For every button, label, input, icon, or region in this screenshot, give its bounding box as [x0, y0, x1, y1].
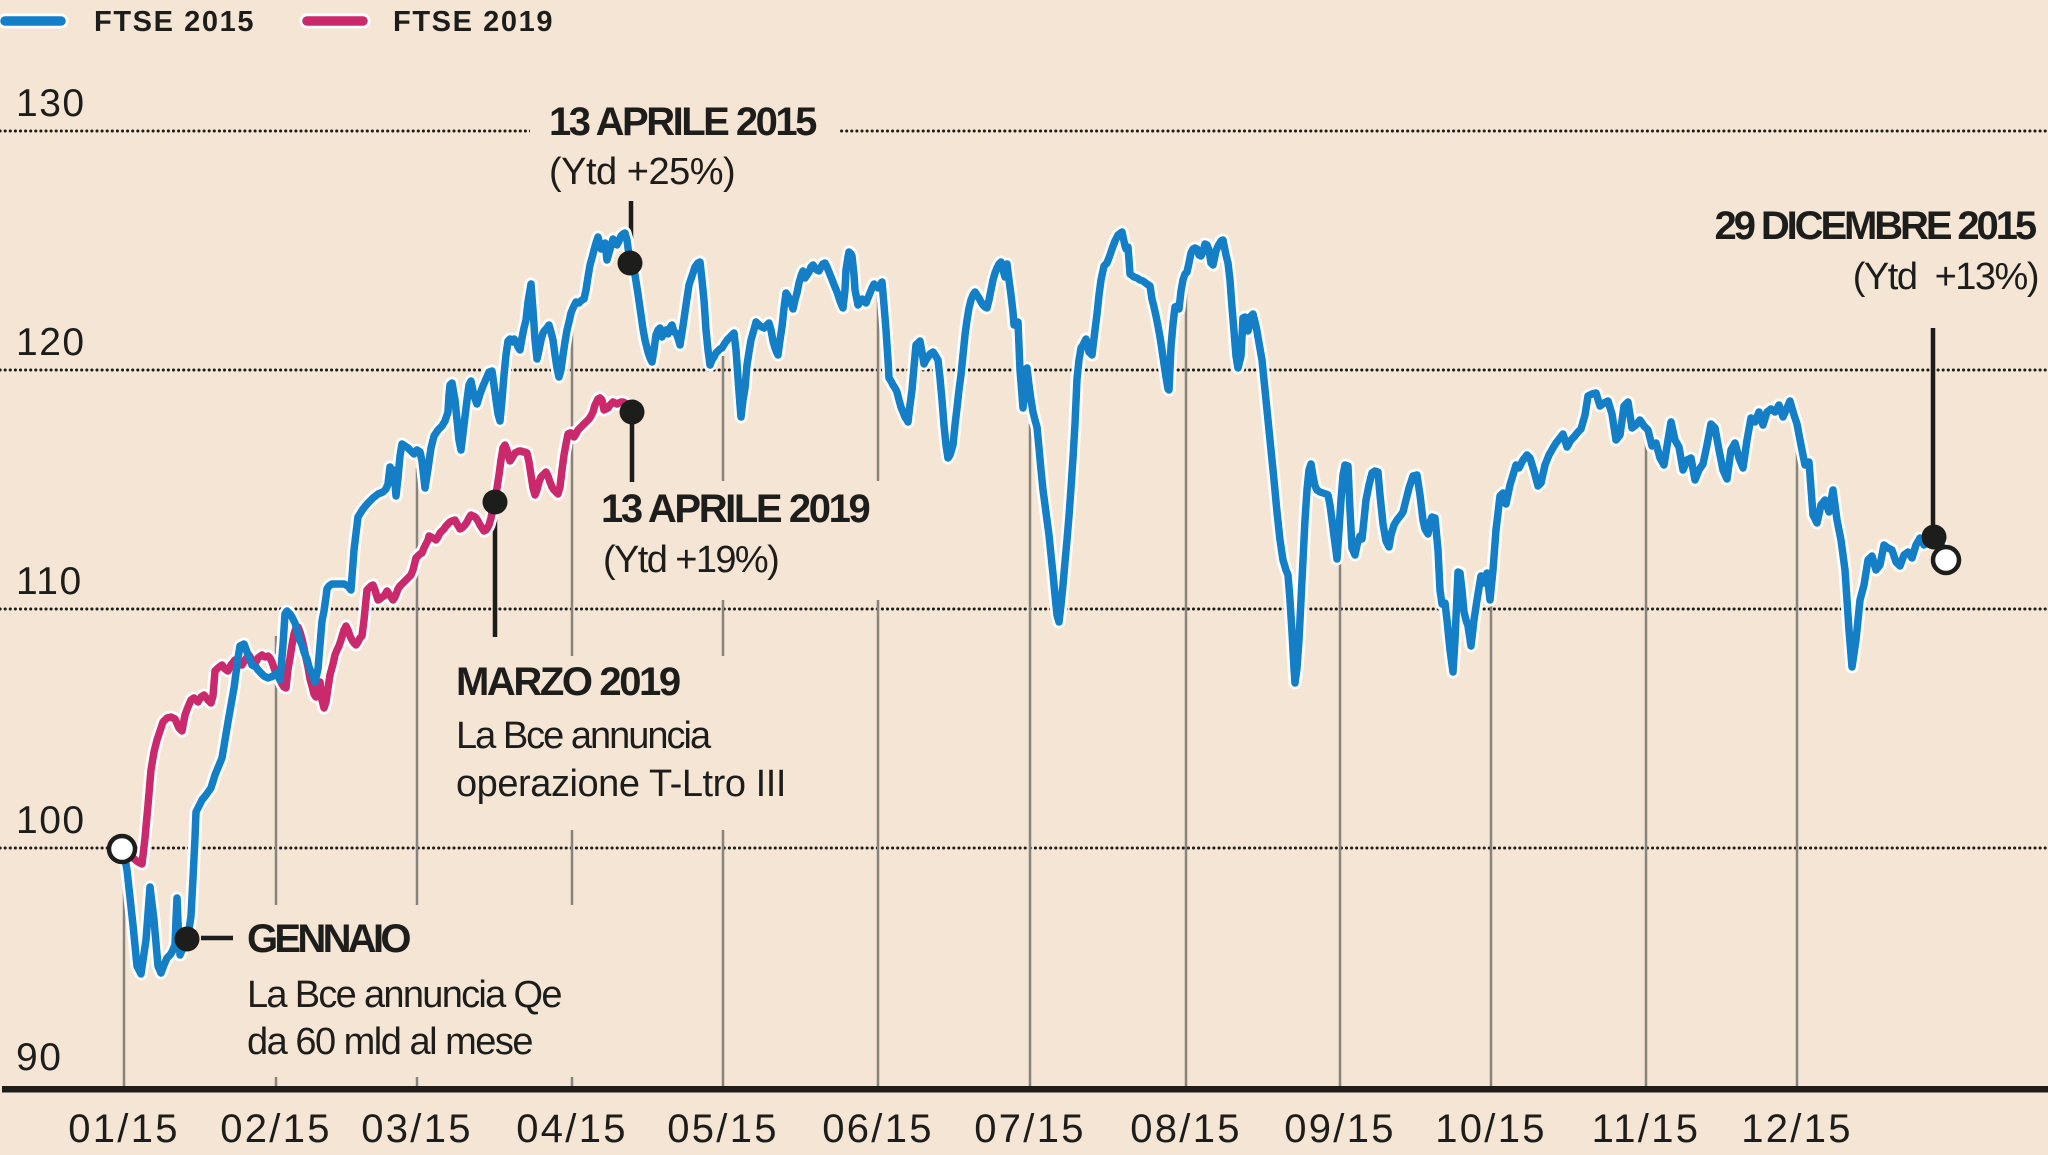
svg-text:03/15: 03/15	[361, 1107, 473, 1151]
svg-text:10/15: 10/15	[1435, 1107, 1547, 1151]
svg-text:GENNAIO: GENNAIO	[247, 917, 410, 961]
svg-text:01/15: 01/15	[68, 1107, 180, 1151]
svg-text:La Bce annuncia: La Bce annuncia	[456, 715, 712, 757]
svg-text:12/15: 12/15	[1741, 1107, 1853, 1151]
svg-text:02/15: 02/15	[220, 1107, 332, 1151]
svg-text:(Ytd +25%): (Ytd +25%)	[549, 151, 735, 193]
svg-text:06/15: 06/15	[822, 1107, 934, 1151]
svg-text:100: 100	[16, 799, 86, 842]
svg-text:11/15: 11/15	[1592, 1107, 1701, 1151]
svg-text:da 60 mld al mese: da 60 mld al mese	[247, 1021, 532, 1063]
svg-text:FTSE 2019: FTSE 2019	[393, 6, 554, 38]
svg-text:13 APRILE 2015: 13 APRILE 2015	[549, 100, 817, 144]
svg-text:90: 90	[16, 1036, 62, 1079]
svg-text:120: 120	[16, 321, 86, 364]
svg-text:05/15: 05/15	[667, 1107, 779, 1151]
svg-text:FTSE 2015: FTSE 2015	[94, 6, 255, 38]
svg-text:(Ytd +19%): (Ytd +19%)	[603, 539, 778, 581]
svg-text:08/15: 08/15	[1130, 1107, 1242, 1151]
svg-text:07/15: 07/15	[974, 1107, 1086, 1151]
svg-text:09/15: 09/15	[1284, 1107, 1396, 1151]
svg-text:130: 130	[16, 82, 86, 125]
svg-text:La Bce annuncia Qe: La Bce annuncia Qe	[247, 974, 561, 1016]
svg-text:110: 110	[16, 560, 83, 603]
svg-text:(Ytd +13%): (Ytd +13%)	[1853, 256, 2038, 298]
svg-text:04/15: 04/15	[516, 1107, 628, 1151]
svg-text:MARZO 2019: MARZO 2019	[456, 660, 680, 704]
svg-text:operazione T-Ltro III: operazione T-Ltro III	[456, 763, 786, 805]
svg-text:29 DICEMBRE 2015: 29 DICEMBRE 2015	[1715, 204, 2037, 248]
svg-text:13 APRILE 2019: 13 APRILE 2019	[601, 487, 869, 531]
